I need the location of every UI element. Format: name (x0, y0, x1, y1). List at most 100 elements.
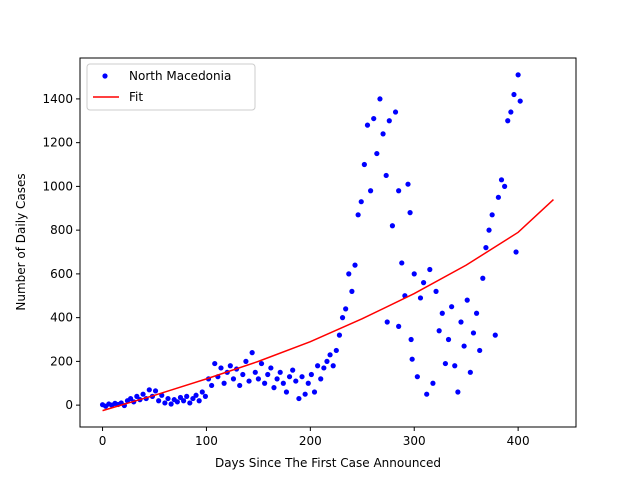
data-point (386, 118, 392, 124)
data-point (258, 360, 265, 367)
data-point (364, 122, 371, 128)
data-point (343, 306, 349, 312)
data-point (409, 356, 415, 362)
legend-marker (102, 73, 108, 79)
x-axis-label: Days Since The First Case Announced (215, 456, 441, 470)
data-point (296, 395, 302, 402)
data-point (277, 369, 283, 375)
data-point (184, 393, 190, 399)
data-point (305, 380, 311, 386)
data-point (405, 181, 411, 187)
data-point (146, 387, 152, 393)
data-point (411, 271, 417, 277)
data-point (140, 391, 146, 397)
data-point (445, 336, 452, 343)
data-point (237, 382, 243, 389)
data-point (508, 109, 514, 115)
data-point (346, 271, 352, 277)
data-point (483, 245, 489, 251)
data-point (492, 332, 498, 338)
data-point (265, 371, 271, 378)
data-point (467, 369, 473, 375)
data-point (392, 109, 399, 115)
legend-label: Fit (129, 90, 143, 104)
data-point (318, 376, 324, 382)
data-point (377, 96, 383, 102)
data-point (127, 395, 134, 402)
data-point (162, 400, 168, 406)
fit-line (102, 198, 554, 412)
data-point (227, 363, 233, 369)
data-point (367, 188, 374, 194)
plot-frame (79, 57, 577, 428)
x-tick-label: 100 (195, 434, 218, 448)
data-point (433, 288, 439, 294)
data-point (374, 150, 380, 157)
y-tick-label: 1000 (42, 179, 73, 193)
x-tick-label: 400 (507, 434, 530, 448)
data-point (452, 363, 458, 369)
data-point (515, 72, 521, 78)
data-point (209, 382, 215, 389)
data-point (134, 393, 140, 399)
data-point (517, 98, 523, 104)
data-point (299, 374, 305, 380)
data-point (455, 389, 461, 395)
data-point (427, 266, 433, 273)
data-point (389, 223, 396, 229)
data-point (230, 376, 237, 382)
data-point (168, 401, 174, 407)
data-point (505, 118, 511, 124)
data-point (174, 399, 180, 405)
data-point (486, 227, 492, 233)
data-point (495, 194, 501, 200)
data-point (293, 378, 299, 384)
y-tick-label: 0 (65, 398, 73, 412)
data-point (336, 332, 343, 338)
y-tick-label: 200 (50, 354, 73, 368)
data-point (268, 365, 274, 371)
data-point (180, 398, 187, 404)
data-point (152, 388, 159, 394)
data-point (436, 328, 442, 334)
data-point (339, 315, 346, 321)
x-tick-label: 0 (99, 434, 107, 448)
data-point (187, 400, 193, 406)
data-point (243, 358, 249, 364)
y-tick-label: 600 (50, 267, 73, 281)
data-point (218, 365, 224, 371)
data-point (408, 336, 414, 343)
data-point (384, 319, 390, 325)
data-point (439, 310, 445, 316)
data-point (330, 363, 336, 369)
legend-box (86, 63, 256, 111)
data-point (212, 360, 218, 367)
data-point (283, 389, 290, 395)
data-point (333, 347, 339, 354)
data-point (255, 376, 261, 382)
y-tick-label: 1400 (42, 92, 73, 106)
data-point (324, 358, 330, 364)
data-point (480, 275, 486, 281)
data-point (461, 343, 467, 349)
data-point (396, 188, 402, 194)
data-point (286, 374, 293, 380)
data-point (271, 385, 277, 391)
data-point (396, 323, 402, 329)
data-point (383, 172, 389, 179)
data-point (221, 380, 227, 386)
data-point (274, 376, 280, 382)
data-point (240, 371, 246, 378)
data-point (280, 380, 286, 386)
data-point (290, 367, 296, 373)
data-point (371, 115, 377, 122)
data-point (442, 360, 449, 367)
data-point (352, 262, 358, 268)
data-point (361, 161, 367, 168)
data-point (414, 374, 420, 380)
data-point (193, 392, 199, 398)
data-point (430, 380, 436, 386)
data-point (252, 369, 258, 375)
data-point (321, 365, 327, 371)
